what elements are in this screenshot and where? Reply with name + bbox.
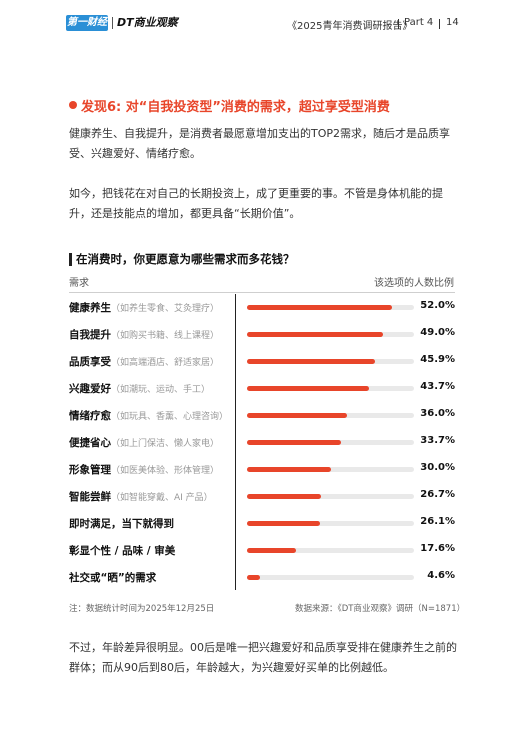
logo-divider: [112, 17, 113, 29]
bar-category-name: 健康养生: [69, 302, 111, 314]
chart-axis-line: [235, 294, 236, 590]
bar: [247, 575, 260, 580]
bar-category-note: （如潮玩、运动、手工）: [111, 385, 211, 395]
bar-row: 情绪疗愈（如玩具、香薰、心理咨询） 36.0%: [69, 402, 455, 429]
bar-row: 即时满足，当下就得到 26.1%: [69, 510, 455, 537]
part-label: Part 4: [404, 17, 434, 28]
bar-track: [247, 575, 414, 580]
bar-category-label: 健康养生（如养生零食、艾灸理疗）: [69, 300, 219, 315]
header-divider: [439, 19, 440, 29]
bar-row: 社交或“晒”的需求 4.6%: [69, 564, 455, 591]
bar-value-label: 17.6%: [420, 543, 455, 554]
bar-category-label: 品质享受（如高端酒店、舒适家居）: [69, 354, 219, 369]
cbn-logo: 第一财经: [66, 15, 108, 31]
bar-row: 彰显个性 / 品味 / 审美 17.6%: [69, 537, 455, 564]
dt-logo: DT商业观察: [117, 16, 178, 29]
bar: [247, 521, 320, 526]
bar-row: 便捷省心（如上门保洁、懒人家电） 33.7%: [69, 429, 455, 456]
bar-category-name: 彰显个性 / 品味 / 审美: [69, 545, 176, 557]
bar-row: 兴趣爱好（如潮玩、运动、手工） 43.7%: [69, 375, 455, 402]
bar-value-label: 36.0%: [420, 408, 455, 419]
bar: [247, 332, 384, 337]
bar-track: [247, 440, 414, 445]
bar-category-label: 社交或“晒”的需求: [69, 570, 156, 585]
page-header: 第一财经 DT商业观察 《2025青年消费调研报告》 Part 4 14: [0, 0, 524, 40]
bar-value-label: 52.0%: [420, 300, 455, 311]
paragraph-1: 健康养生、自我提升，是消费者最愿意增加支出的TOP2需求，随后才是品质享受、兴趣…: [69, 127, 451, 160]
bar-category-label: 自我提升（如购买书籍、线上课程）: [69, 327, 219, 342]
bar: [247, 359, 375, 364]
bar-row: 自我提升（如购买书籍、线上课程） 49.0%: [69, 321, 455, 348]
bar-track: [247, 494, 414, 499]
bar: [247, 305, 392, 310]
bar-category-name: 社交或“晒”的需求: [69, 572, 157, 584]
bar: [247, 467, 331, 472]
bar-category-label: 兴趣爱好（如潮玩、运动、手工）: [69, 381, 210, 396]
bar-track: [247, 521, 414, 526]
bar-row: 品质享受（如高端酒店、舒适家居） 45.9%: [69, 348, 455, 375]
bar-track: [247, 548, 414, 553]
bar-category-name: 自我提升: [69, 329, 111, 341]
bar-category-label: 彰显个性 / 品味 / 审美: [69, 543, 175, 558]
bar-category-note: （如上门保洁、懒人家电）: [111, 439, 220, 449]
bar-track: [247, 305, 414, 310]
bar-value-label: 43.7%: [420, 381, 455, 392]
page-number: 14: [446, 17, 459, 28]
bar-category-name: 形象管理: [69, 464, 111, 476]
bar-row: 健康养生（如养生零食、艾灸理疗） 52.0%: [69, 294, 455, 321]
bar-value-label: 33.7%: [420, 435, 455, 446]
bar: [247, 548, 296, 553]
report-title: 《2025青年消费调研报告》: [287, 21, 413, 32]
bar-track: [247, 332, 414, 337]
value-header: 该选项的人数比例: [374, 278, 454, 289]
bar-category-note: （如购买书籍、线上课程）: [111, 331, 220, 341]
bar: [247, 413, 348, 418]
bar: [247, 494, 322, 499]
header-divider: [398, 19, 399, 29]
bar-category-label: 便捷省心（如上门保洁、懒人家电）: [69, 435, 219, 450]
bar-category-label: 形象管理（如医美体验、形体管理）: [69, 462, 219, 477]
bar-track: [247, 467, 414, 472]
chart-title: 在消费时，你更愿意为哪些需求而多花钱？: [76, 252, 295, 266]
chart-title-marker: [69, 253, 72, 266]
bar-category-name: 智能尝鲜: [69, 491, 111, 503]
bar-row: 智能尝鲜（如智能穿戴、AI 产品） 26.7%: [69, 483, 455, 510]
bar-category-name: 品质享受: [69, 356, 111, 368]
bar-category-label: 即时满足，当下就得到: [69, 516, 174, 531]
bar: [247, 440, 341, 445]
bar-track: [247, 386, 414, 391]
bar-category-name: 即时满足，当下就得到: [69, 518, 174, 530]
finding-bullet-icon: [69, 101, 77, 109]
bar-value-label: 30.0%: [420, 462, 455, 473]
bar-track: [247, 413, 414, 418]
bar-category-note: （如玩具、香薰、心理咨询）: [111, 412, 229, 422]
finding-title: 发现6: 对“自我投资型”消费的需求，超过享受型消费: [81, 100, 390, 115]
bar: [247, 386, 369, 391]
bar-category-note: （如养生零食、艾灸理疗）: [111, 304, 220, 314]
bar-category-note: （如智能穿戴、AI 产品）: [111, 493, 213, 503]
bar-value-label: 26.7%: [420, 489, 455, 500]
bar-category-label: 情绪疗愈（如玩具、香薰、心理咨询）: [69, 408, 228, 423]
bar-category-note: （如高端酒店、舒适家居）: [111, 358, 220, 368]
bar-row: 形象管理（如医美体验、形体管理） 30.0%: [69, 456, 455, 483]
header-rule: [69, 292, 455, 293]
paragraph-3: 不过，年龄差异很明显。00后是唯一把兴趣爱好和品质享受排在健康养生之前的群体；而…: [69, 641, 457, 674]
bar-value-label: 45.9%: [420, 354, 455, 365]
bar-category-name: 便捷省心: [69, 437, 111, 449]
bar-value-label: 49.0%: [420, 327, 455, 338]
bar-category-note: （如医美体验、形体管理）: [111, 466, 220, 476]
bar-category-name: 情绪疗愈: [69, 410, 111, 422]
chart-footnote: 注：数据统计时间为2025年12月25日: [69, 604, 215, 614]
bar-category-label: 智能尝鲜（如智能穿戴、AI 产品）: [69, 489, 213, 504]
category-header: 需求: [69, 278, 89, 289]
chart-source: 数据来源：《DT商业观察》调研（N=1871）: [295, 604, 466, 614]
paragraph-2: 如今，把钱花在对自己的长期投资上，成了更重要的事。不管是身体机能的提升，还是技能…: [69, 187, 443, 220]
bar-category-name: 兴趣爱好: [69, 383, 111, 395]
bar-track: [247, 359, 414, 364]
bar-value-label: 26.1%: [420, 516, 455, 527]
bar-value-label: 4.6%: [427, 570, 455, 581]
